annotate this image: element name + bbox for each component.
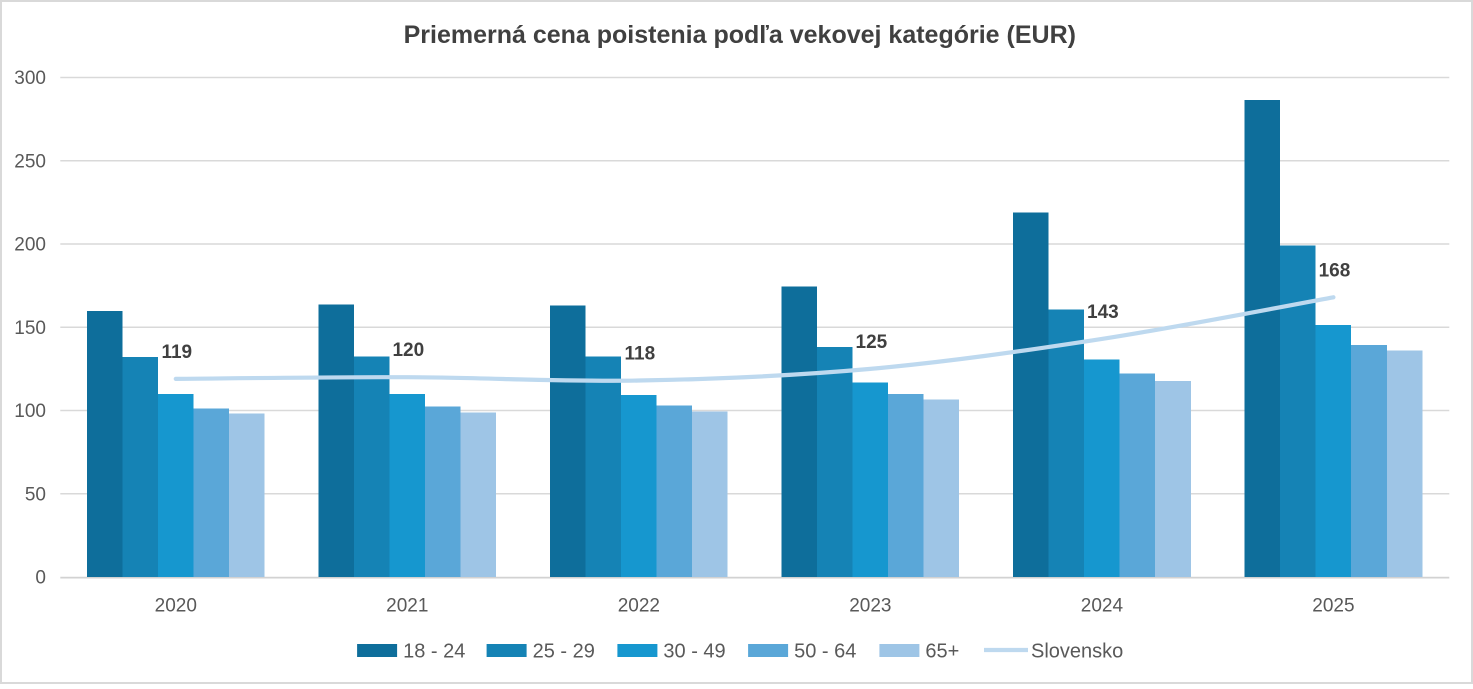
svg-text:18 - 24: 18 - 24 (403, 640, 465, 662)
svg-text:2021: 2021 (386, 596, 428, 617)
svg-text:2020: 2020 (155, 596, 197, 617)
svg-text:2025: 2025 (1312, 596, 1354, 617)
svg-text:2024: 2024 (1081, 596, 1124, 617)
svg-text:100: 100 (14, 401, 46, 422)
svg-text:143: 143 (1087, 302, 1119, 323)
svg-text:150: 150 (14, 318, 46, 339)
svg-text:300: 300 (14, 68, 46, 89)
svg-text:Priemerná cena poistenia podľa: Priemerná cena poistenia podľa vekovej k… (404, 21, 1076, 49)
svg-text:65+: 65+ (925, 640, 959, 662)
svg-text:119: 119 (161, 342, 192, 363)
svg-text:2023: 2023 (849, 596, 891, 617)
svg-text:168: 168 (1319, 260, 1351, 281)
svg-text:250: 250 (14, 151, 46, 172)
svg-text:118: 118 (625, 344, 656, 365)
svg-text:Slovensko: Slovensko (1031, 640, 1123, 662)
svg-text:125: 125 (856, 332, 888, 353)
svg-text:50 - 64: 50 - 64 (794, 640, 856, 662)
svg-text:120: 120 (392, 340, 424, 361)
svg-text:2022: 2022 (618, 596, 660, 617)
svg-text:25 - 29: 25 - 29 (533, 640, 595, 662)
svg-text:30 - 49: 30 - 49 (663, 640, 725, 662)
svg-text:200: 200 (14, 235, 46, 256)
svg-text:50: 50 (25, 484, 46, 505)
svg-text:0: 0 (35, 568, 46, 589)
